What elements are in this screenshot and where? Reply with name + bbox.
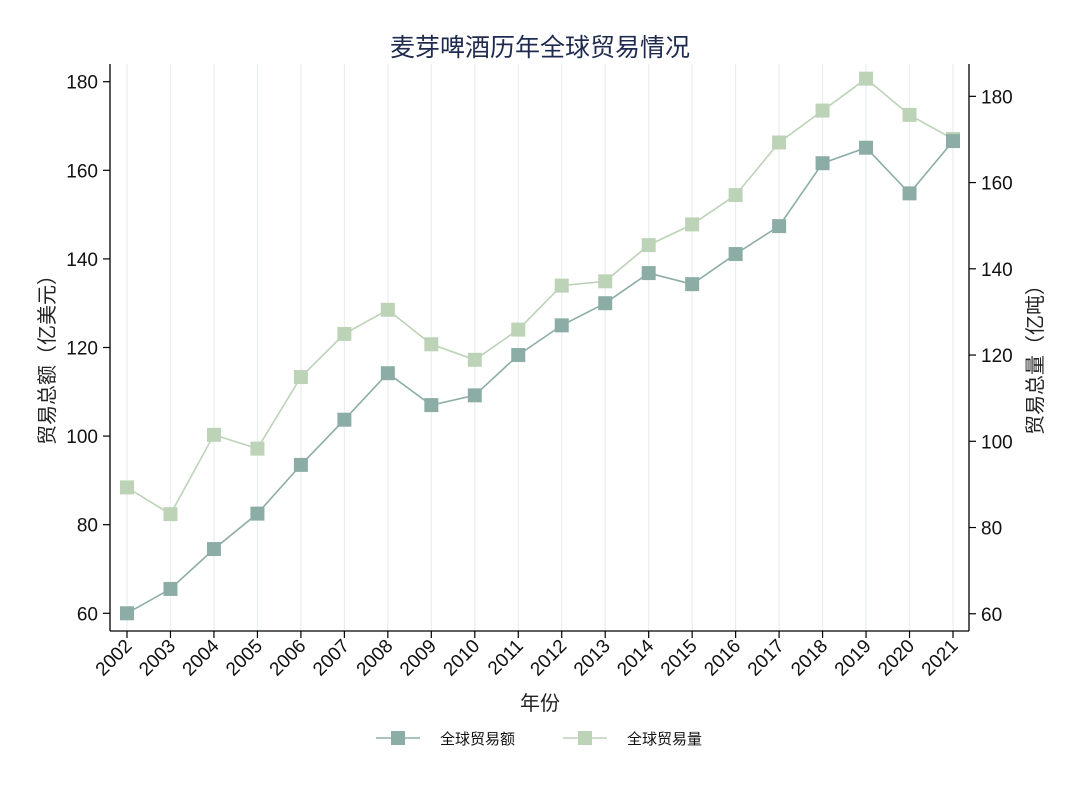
data-point-trade-value-2010: [467, 388, 482, 403]
x-tick-label-2012: 2012: [527, 636, 572, 681]
right-y-tick-label-80: 80: [981, 519, 1002, 540]
x-tick-label-2021: 2021: [918, 636, 963, 681]
right-y-tick-label-140: 140: [981, 260, 1013, 281]
data-point-trade-value-2021: [946, 134, 960, 149]
x-tick-label-2004: 2004: [179, 635, 224, 680]
left-y-tick-label-160: 160: [66, 161, 98, 182]
data-point-trade-volume-2013: [598, 274, 613, 289]
data-point-trade-value-2018: [815, 156, 830, 171]
series-line-trade-value: [126, 140, 954, 614]
left-y-tick-label-80: 80: [77, 516, 98, 537]
right-y-tick-label-100: 100: [981, 432, 1013, 453]
data-point-trade-volume-2008: [380, 302, 395, 317]
data-point-trade-value-2015: [685, 277, 700, 292]
left-y-tick-label-120: 120: [66, 339, 98, 360]
x-tick-label-2008: 2008: [353, 636, 398, 681]
left-y-tick-label-100: 100: [66, 427, 98, 448]
data-point-trade-volume-2003: [163, 507, 178, 522]
legend: 全球贸易额 全球贸易量: [376, 730, 702, 748]
data-point-trade-volume-2018: [815, 103, 830, 118]
data-point-trade-value-2013: [598, 296, 613, 311]
data-point-trade-value-2007: [337, 412, 352, 427]
data-point-trade-volume-2014: [641, 238, 656, 253]
series-line-trade-volume: [126, 77, 954, 516]
x-tick-label-2007: 2007: [309, 636, 354, 681]
right-y-axis-title: 贸易总量（亿吨）: [1023, 275, 1047, 435]
data-point-trade-volume-2004: [206, 427, 221, 442]
x-tick-label-2009: 2009: [396, 636, 441, 681]
x-tick-label-2016: 2016: [700, 636, 745, 681]
data-point-trade-value-2003: [163, 581, 178, 596]
legend-swatch-marker-trade-volume: [578, 731, 592, 745]
data-point-trade-value-2017: [772, 219, 787, 234]
x-axis-title: 年份: [520, 691, 560, 715]
data-point-trade-value-2008: [380, 366, 395, 381]
legend-swatch-marker-trade-value: [391, 731, 405, 745]
x-tick-label-2013: 2013: [570, 636, 615, 681]
legend-label-trade-volume: 全球贸易量: [627, 730, 702, 748]
data-point-trade-value-2006: [293, 457, 308, 472]
series-trade-value: [120, 134, 960, 621]
x-tick-label-2002: 2002: [92, 636, 137, 681]
data-point-trade-volume-2011: [511, 322, 526, 337]
chart-title: 麦芽啤酒历年全球贸易情况: [390, 33, 690, 62]
x-tick-label-2003: 2003: [135, 636, 180, 681]
data-point-trade-volume-2016: [728, 188, 743, 203]
data-point-trade-volume-2017: [772, 135, 787, 150]
right-y-tick-label-120: 120: [981, 346, 1013, 367]
x-tick-label-2020: 2020: [874, 636, 919, 681]
series-trade-volume: [120, 71, 960, 522]
legend-item-trade-volume: 全球贸易量: [563, 730, 702, 748]
x-tick-label-2018: 2018: [787, 636, 832, 681]
data-point-trade-value-2014: [641, 266, 656, 281]
right-y-axis: 60 80 100 120 140 160 180: [969, 87, 1013, 626]
left-y-axis: 60 80 100 120 140 160 180: [66, 73, 110, 625]
data-point-trade-volume-2010: [467, 352, 482, 367]
x-tick-label-2017: 2017: [744, 636, 789, 681]
left-y-axis-title: 贸易总额（亿美元）: [35, 265, 59, 445]
series-layer: [120, 71, 960, 621]
legend-label-trade-value: 全球贸易额: [440, 730, 515, 748]
x-tick-label-2005: 2005: [222, 636, 267, 681]
data-point-trade-volume-2006: [293, 370, 308, 385]
data-point-trade-value-2004: [206, 542, 221, 557]
right-y-tick-label-60: 60: [981, 605, 1002, 626]
data-point-trade-volume-2015: [685, 217, 700, 232]
x-tick-label-2011: 2011: [484, 636, 528, 680]
x-tick-label-2015: 2015: [657, 636, 702, 681]
data-point-trade-value-2019: [859, 140, 874, 155]
left-y-tick-label-180: 180: [66, 73, 98, 94]
x-tick-label-2006: 2006: [266, 636, 311, 681]
data-point-trade-value-2012: [554, 318, 569, 333]
left-y-tick-label-140: 140: [66, 250, 98, 271]
x-tick-label-2014: 2014: [613, 635, 658, 680]
grid-lines: [126, 64, 954, 631]
legend-item-trade-value: 全球贸易额: [376, 730, 515, 748]
left-y-tick-label-60: 60: [77, 604, 98, 625]
data-point-trade-value-2009: [424, 398, 439, 413]
data-point-trade-volume-2005: [250, 441, 265, 456]
data-point-trade-value-2005: [250, 506, 265, 521]
right-y-tick-label-160: 160: [981, 174, 1013, 195]
data-point-trade-volume-2012: [554, 278, 569, 293]
data-point-trade-value-2011: [511, 348, 526, 363]
data-point-trade-value-2020: [902, 186, 917, 201]
data-point-trade-volume-2009: [424, 337, 439, 352]
data-point-trade-volume-2007: [337, 326, 352, 341]
x-tick-label-2019: 2019: [831, 636, 876, 681]
x-tick-label-2010: 2010: [440, 636, 485, 681]
data-point-trade-volume-2020: [902, 107, 917, 122]
data-point-trade-value-2002: [120, 606, 134, 621]
data-point-trade-volume-2002: [120, 480, 134, 495]
data-point-trade-volume-2019: [859, 71, 874, 86]
data-point-trade-value-2016: [728, 247, 743, 262]
right-y-tick-label-180: 180: [981, 87, 1013, 108]
